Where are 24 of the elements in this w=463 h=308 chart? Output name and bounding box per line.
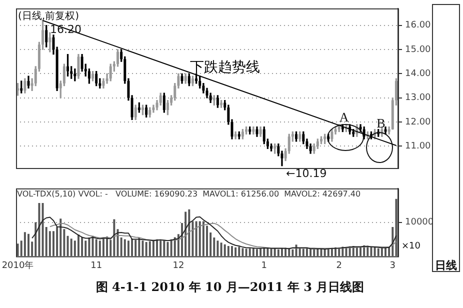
x-tick-label: 1 [261, 260, 267, 271]
text: ×10 [402, 241, 421, 252]
x-tick-label: 3 [390, 260, 396, 271]
y-tick-label: 12.00 [405, 117, 432, 128]
caption: 图 4-1-1 2010 年 10 月—2011 年 3 月日线图 [96, 280, 364, 294]
chart-title: (日线,前复权) [18, 10, 80, 22]
y-tick-label: 16.00 [405, 20, 432, 31]
candlestick [295, 131, 298, 142]
candlestick [92, 70, 94, 82]
x-tick-label: 2010年 [2, 260, 34, 271]
y-tick-label: 11.00 [405, 142, 432, 152]
x-tick-label: 11 [90, 260, 102, 271]
annotation: ←10.19 [286, 166, 327, 180]
x-tick-label: 12 [172, 260, 184, 271]
candlestick [141, 104, 144, 116]
y-tick-label: 15.00 [405, 44, 432, 55]
annotation: A [339, 109, 350, 124]
series-label: 下跌趋势线 [190, 60, 260, 76]
x-tick-label: 2 [336, 260, 342, 271]
y-tick-label: 13.00 [405, 93, 432, 104]
y-tick-label: 14.00 [405, 69, 432, 80]
text: 日线 [435, 258, 457, 272]
annotation: B [376, 115, 386, 130]
chart-subtitle: VOL-TDX(5,10) VVOL: - VOLUME: 169090.23 MAVOL1: 61256.00 MAVOL2: 42697.40 [17, 189, 361, 198]
